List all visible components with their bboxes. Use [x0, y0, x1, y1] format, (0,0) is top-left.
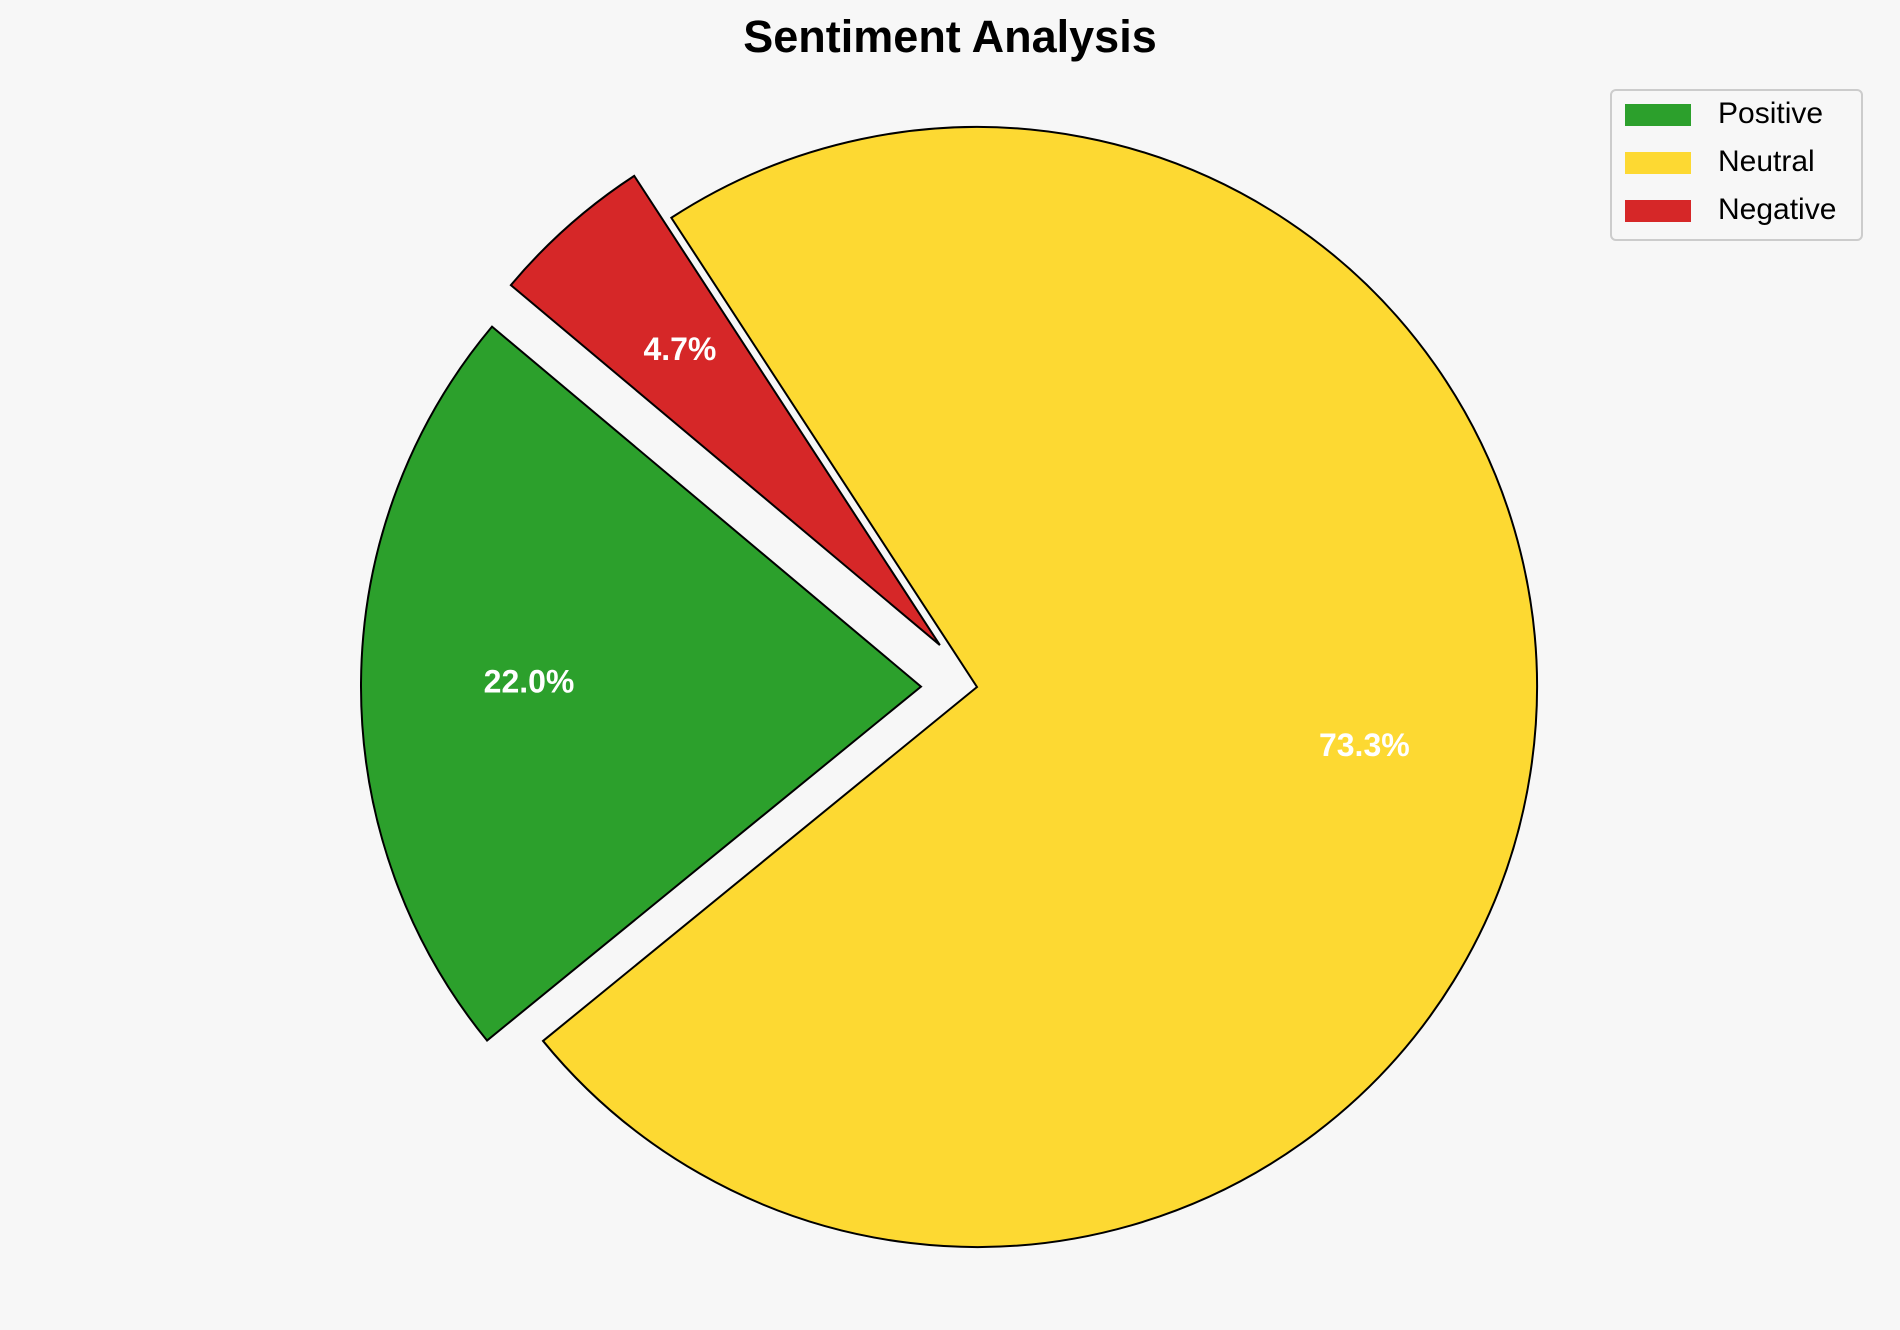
legend-swatch — [1625, 152, 1691, 174]
slice-label: 4.7% — [643, 331, 716, 367]
legend-label: Neutral — [1718, 145, 1815, 178]
slice-label: 73.3% — [1319, 727, 1410, 763]
chart-title: Sentiment Analysis — [743, 11, 1156, 62]
pie-slice — [541, 126, 1538, 1248]
legend-label: Positive — [1718, 97, 1823, 130]
slice-label: 22.0% — [484, 663, 575, 699]
legend-swatch — [1625, 104, 1691, 126]
pie-slice — [360, 325, 923, 1042]
legend-swatch — [1625, 200, 1691, 222]
pie-slice — [509, 174, 941, 646]
legend-label: Negative — [1718, 193, 1836, 226]
